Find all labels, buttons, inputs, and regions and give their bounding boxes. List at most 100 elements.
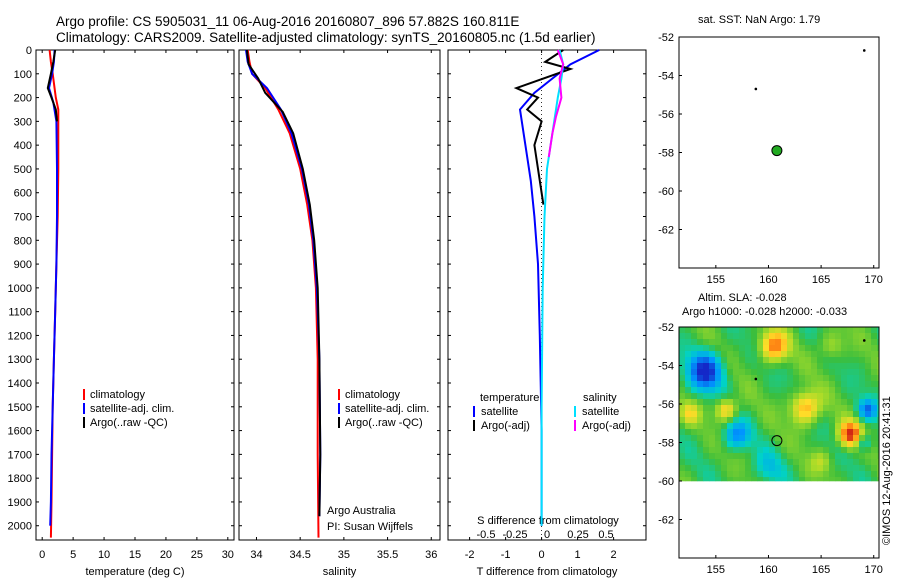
figure-title-line2: Climatology: CARS2009. Satellite-adjuste…: [56, 30, 596, 45]
y-tick-label: -62: [658, 515, 674, 527]
series-line: [518, 49, 600, 526]
x-axis-label: salinity: [323, 566, 357, 578]
legend-label: climatology: [345, 389, 401, 401]
legend-label: climatology: [90, 389, 146, 401]
sla-map-subtitle: Argo h1000: -0.028 h2000: -0.033: [682, 306, 848, 318]
sla-map-title: Altim. SLA: -0.028: [698, 292, 787, 304]
legend-label: satellite-adj. clim.: [345, 403, 429, 415]
y-tick-label: 100: [14, 69, 32, 81]
series-line: [47, 49, 58, 526]
imos-credit: ©IMOS 12-Aug-2016 20:41:31: [881, 396, 893, 545]
y-tick-label: 1600: [8, 426, 32, 438]
sst-map-title: sat. SST: NaN Argo: 1.79: [698, 14, 821, 26]
temperature-profile: 0100200300400500600700800900100011001200…: [8, 45, 235, 578]
platform-name: Argo Australia: [327, 505, 396, 517]
y-tick-label: 800: [14, 235, 32, 247]
x-tick-label: 15: [129, 549, 141, 561]
x2-tick-label: 0.25: [567, 529, 588, 541]
legend-label: Argo(..raw -QC): [345, 417, 423, 429]
difference-profile: -2 -1 0 1 2 T difference from climatology -0.5…: [447, 49, 647, 578]
x-tick-label: 165: [812, 274, 830, 286]
x-tick-label: -2: [465, 549, 475, 561]
plot-frame: [238, 49, 441, 541]
y-tick-label: 1800: [8, 473, 32, 485]
y-tick-label: -54: [658, 361, 674, 373]
x-axis-label: temperature (deg C): [85, 566, 184, 578]
y-tick-label: 400: [14, 140, 32, 152]
x-tick-label: 0: [539, 549, 545, 561]
series-line: [547, 49, 565, 158]
x-tick-label: 25: [191, 549, 203, 561]
legend-header: salinity: [583, 392, 617, 404]
series-line: [46, 49, 58, 122]
x-tick-label: 36: [425, 549, 437, 561]
y-tick-label: -52: [658, 322, 674, 334]
x-tick-label: 2: [611, 549, 617, 561]
y-tick-label: 0: [26, 45, 32, 57]
y-tick-label: -60: [658, 476, 674, 488]
x-tick-label: 165: [812, 564, 830, 576]
x2-tick-label: -0.25: [502, 529, 527, 541]
x-tick-label: 155: [707, 274, 725, 286]
x-tick-label: 160: [759, 274, 777, 286]
legend-header: temperature: [480, 392, 539, 404]
y-tick-label: 1300: [8, 354, 32, 366]
x-tick-label: 10: [98, 549, 110, 561]
x-tick-label: 35: [338, 549, 350, 561]
plot-frame: [447, 49, 647, 541]
y-tick-label: -58: [658, 438, 674, 450]
legend-label: satellite: [582, 406, 619, 418]
x-tick-label: 5: [70, 549, 76, 561]
y-tick-label: 1900: [8, 497, 32, 509]
legend-label: Argo(..raw -QC): [90, 417, 168, 429]
y-tick-label: -56: [658, 399, 674, 411]
y-tick-label: 1500: [8, 402, 32, 414]
legend-label: Argo(-adj): [481, 420, 530, 432]
x-tick-label: 20: [160, 549, 172, 561]
s-difference-label: S difference from climatology: [477, 515, 619, 527]
x2-tick-label: 0.5: [598, 529, 613, 541]
x2-tick-label: 0: [544, 529, 550, 541]
x-tick-label: 160: [759, 564, 777, 576]
x-tick-label: 34.5: [289, 549, 310, 561]
legend-label: satellite: [481, 406, 518, 418]
y-tick-label: -58: [658, 148, 674, 160]
x-axis-label: T difference from climatology: [477, 566, 618, 578]
sla-heatmap-field: [679, 327, 880, 482]
y-tick-label: 300: [14, 116, 32, 128]
sla-map: -52 -54 -56 -58 -60 -62 155 160 165 170: [658, 322, 883, 576]
x-tick-label: 30: [222, 549, 234, 561]
salinity-profile: 34 34.5 35 35.5 36 salinity climatology satelli…: [238, 49, 441, 578]
track-dot: [862, 339, 866, 342]
track-dot: [754, 87, 758, 91]
series-line: [245, 49, 322, 517]
x-tick-label: -1: [501, 549, 511, 561]
x-tick-label: 1: [575, 549, 581, 561]
y-tick-label: 700: [14, 212, 32, 224]
track-dot: [754, 377, 758, 381]
y-tick-label: 1700: [8, 449, 32, 461]
y-tick-label: 1200: [8, 330, 32, 342]
legend-label: satellite-adj. clim.: [90, 403, 174, 415]
x-tick-label: 170: [865, 564, 883, 576]
y-tick-label: -62: [658, 225, 674, 237]
pi-name: PI: Susan Wijffels: [327, 521, 413, 533]
argo-position-marker: [771, 145, 783, 157]
y-tick-label: -56: [658, 109, 674, 121]
y-tick-label: -54: [658, 71, 674, 83]
argo-position-marker: [771, 435, 783, 447]
x-tick-label: 35.5: [377, 549, 398, 561]
y-tick-label: -52: [658, 32, 674, 44]
x-tick-label: 34: [250, 549, 262, 561]
y-tick-label: 200: [14, 93, 32, 105]
x-tick-label: 0: [39, 549, 45, 561]
x-tick-label: 170: [865, 274, 883, 286]
x-tick-label: 155: [707, 564, 725, 576]
figure-title-line1: Argo profile: CS 5905031_11 06-Aug-2016 …: [56, 14, 520, 29]
y-tick-label: 1400: [8, 378, 32, 390]
y-tick-label: 600: [14, 188, 32, 200]
y-tick-label: 500: [14, 164, 32, 176]
y-tick-label: 2000: [8, 521, 32, 533]
